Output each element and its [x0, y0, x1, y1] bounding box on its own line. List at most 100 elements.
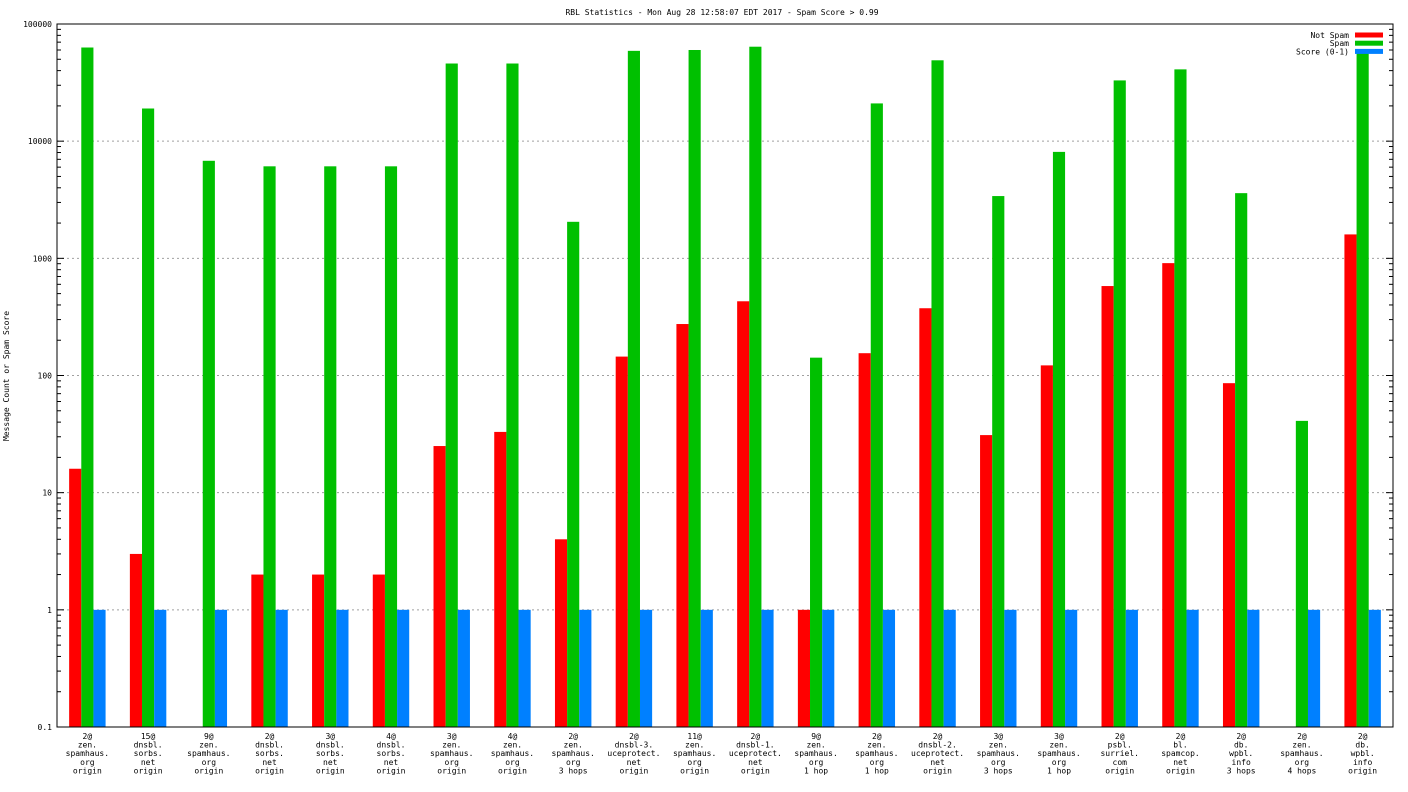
x-tick-label: 9@ zen. spamhaus. org origin	[187, 732, 230, 775]
bar-not-spam	[1101, 286, 1114, 727]
bar-not-spam	[129, 553, 143, 727]
y-tick-label: 10	[42, 489, 52, 498]
bar-spam	[1295, 420, 1308, 727]
bar-score-0-1	[1307, 609, 1321, 727]
bar-spam	[992, 196, 1005, 728]
x-tick-label: 15@ dnsbl. sorbs. net origin	[134, 732, 163, 775]
bar-spam	[1235, 193, 1248, 728]
bar-spam	[81, 47, 94, 727]
legend-label: Spam	[1330, 39, 1349, 48]
bar-score-0-1	[639, 609, 653, 727]
bar-not-spam	[797, 609, 811, 727]
bar-not-spam	[676, 324, 689, 727]
bar-not-spam	[615, 356, 628, 727]
bar-score-0-1	[397, 609, 410, 727]
bar-not-spam	[494, 431, 507, 727]
x-tick-label: 2@ zen. spamhaus. org 4 hops	[1280, 732, 1323, 775]
x-tick-label: 2@ dnsbl. sorbs. net origin	[255, 732, 284, 775]
bar-not-spam	[1162, 263, 1175, 727]
legend-label: Score (0-1)	[1296, 47, 1349, 56]
x-tick-label: 3@ zen. spamhaus. org 1 hop	[1037, 732, 1080, 775]
bar-spam	[506, 63, 519, 727]
bar-not-spam	[433, 446, 446, 727]
bar-spam	[1174, 69, 1187, 727]
bar-spam	[870, 103, 883, 727]
plot-frame	[56, 23, 1394, 728]
grid	[57, 140, 1393, 611]
x-tick-label: 11@ zen. spamhaus. org origin	[673, 732, 716, 775]
bar-spam	[1356, 51, 1369, 727]
bar-spam	[749, 46, 762, 728]
bars	[69, 46, 1381, 728]
bar-score-0-1	[822, 609, 835, 727]
bar-score-0-1	[1186, 609, 1199, 727]
bar-spam	[263, 166, 276, 727]
bar-not-spam	[372, 574, 385, 727]
bar-not-spam	[554, 539, 568, 727]
bar-not-spam	[737, 301, 750, 727]
bar-score-0-1	[882, 609, 896, 727]
legend-swatch	[1355, 48, 1383, 54]
bar-spam	[384, 166, 398, 727]
x-ticks: 2@ zen. spamhaus. org origin 15@ dnsbl. sorbs. n…	[66, 732, 1378, 775]
x-tick-label: 2@ dnsbl-1. uceprotect. net origin	[729, 732, 782, 775]
y-tick-label: 10000	[28, 137, 52, 146]
y-axis-label: Message Count or Spam Score	[2, 311, 11, 441]
x-tick-label: 2@ zen. spamhaus. org 1 hop	[855, 732, 898, 775]
bar-not-spam	[1040, 365, 1053, 727]
bar-score-0-1	[1065, 609, 1078, 727]
bar-score-0-1	[214, 609, 228, 727]
chart-title: RBL Statistics - Mon Aug 28 12:58:07 EDT…	[565, 8, 878, 17]
bar-spam	[142, 108, 155, 727]
y-tick-label: 1000	[33, 254, 52, 263]
legend-swatch	[1355, 40, 1383, 46]
bar-spam	[324, 166, 337, 727]
bar-not-spam	[858, 353, 871, 727]
bar-score-0-1	[1004, 609, 1017, 727]
bar-spam	[627, 50, 640, 727]
bar-not-spam	[919, 308, 932, 727]
x-tick-label: 4@ zen. spamhaus. org origin	[491, 732, 534, 775]
x-tick-label: 2@ dnsbl-2. uceprotect. net origin	[911, 732, 964, 775]
bar-not-spam	[1344, 234, 1357, 727]
bar-score-0-1	[1125, 609, 1138, 727]
x-tick-label: 2@ bl. spamcop. net origin	[1161, 732, 1200, 775]
y-tick-label: 100	[38, 372, 53, 381]
x-tick-label: 2@ db. wpbl. info origin	[1348, 732, 1377, 775]
y-tick-label: 100000	[23, 20, 52, 29]
bar-score-0-1	[579, 609, 592, 727]
x-tick-label: 2@ zen. spamhaus. org origin	[66, 732, 109, 775]
bar-score-0-1	[761, 609, 774, 727]
bar-score-0-1	[457, 609, 470, 727]
bar-spam	[567, 221, 580, 728]
x-tick-label: 2@ zen. spamhaus. org 3 hops	[552, 732, 595, 775]
bar-spam	[931, 60, 944, 727]
bar-score-0-1	[518, 609, 531, 727]
bar-spam	[445, 63, 458, 727]
bar-spam	[1113, 80, 1126, 727]
legend-swatch	[1355, 32, 1383, 38]
bar-not-spam	[980, 435, 993, 727]
bar-score-0-1	[1368, 609, 1381, 727]
bar-spam	[810, 357, 823, 727]
x-tick-label: 2@ psbl. surriel. com origin	[1100, 732, 1139, 775]
y-tick-label: 0.1	[38, 723, 53, 732]
bar-spam	[1052, 151, 1066, 728]
bar-score-0-1	[943, 609, 956, 727]
bar-spam	[688, 49, 701, 727]
x-tick-label: 4@ dnsbl. sorbs. net origin	[377, 732, 406, 775]
x-tick-label: 2@ db. wpbl. info 3 hops	[1227, 732, 1256, 775]
x-tick-label: 3@ zen. spamhaus. org origin	[430, 732, 473, 775]
bar-not-spam	[1222, 383, 1236, 727]
x-tick-label: 3@ zen. spamhaus. org 3 hops	[977, 732, 1020, 775]
bar-score-0-1	[336, 609, 349, 727]
bar-score-0-1	[1247, 609, 1260, 727]
bar-spam	[202, 160, 215, 728]
bar-not-spam	[251, 574, 264, 727]
bar-not-spam	[69, 468, 82, 727]
y-tick-label: 1	[47, 606, 52, 615]
x-tick-label: 2@ dnsbl-3. uceprotect. net origin	[607, 732, 660, 775]
y-ticks: 0.1 1 10 100 1000 10000 100000	[23, 20, 1393, 732]
